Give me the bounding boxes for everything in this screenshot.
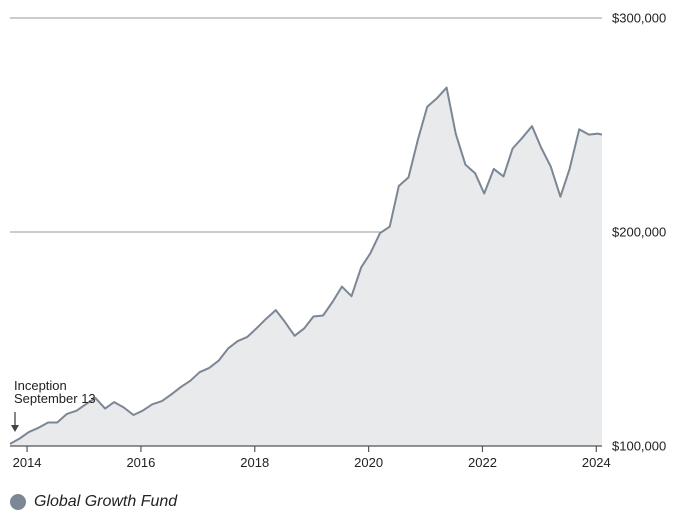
x-tick-label: 2024 — [582, 455, 611, 470]
x-tick-label: 2016 — [126, 455, 155, 470]
annotation-line-2: September 13 — [14, 391, 96, 406]
y-tick-label: $100,000 — [612, 439, 666, 454]
series-area-fill — [10, 87, 602, 446]
inception-annotation: Inception September 13 — [11, 378, 96, 432]
series-line — [9, 86, 603, 445]
down-arrow-icon — [11, 425, 19, 432]
legend-label: Global Growth Fund — [34, 493, 178, 510]
x-tick-label: 2022 — [468, 455, 497, 470]
legend: Global Growth Fund — [10, 493, 177, 511]
x-tick-label: 2018 — [240, 455, 269, 470]
annotation-line-1: Inception — [14, 378, 67, 393]
x-axis-ticks: 2014 2016 2018 2020 2022 2024 — [13, 446, 611, 470]
y-axis-ticks: $100,000 $200,000 $300,000 — [612, 11, 666, 454]
x-tick-label: 2014 — [13, 455, 42, 470]
y-tick-label: $300,000 — [612, 11, 666, 26]
y-tick-label: $200,000 — [612, 225, 666, 240]
x-tick-label: 2020 — [354, 455, 383, 470]
legend-swatch-icon — [10, 494, 26, 510]
